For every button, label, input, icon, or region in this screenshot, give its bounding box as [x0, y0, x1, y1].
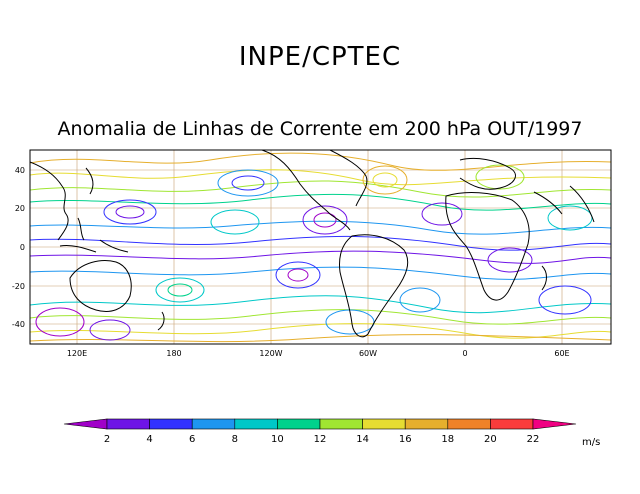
- map-subtitle: Anomalia de Linhas de Corrente em 200 hP…: [57, 118, 583, 140]
- lon-label: 180: [166, 349, 181, 358]
- colorbar-swatch: [277, 418, 321, 430]
- colorbar-swatch: [149, 418, 193, 430]
- page-title: INPE/CPTEC: [238, 42, 402, 72]
- lon-label: 120W: [259, 349, 282, 358]
- colorbar-tick-label: 22: [527, 434, 540, 445]
- lat-label: 20: [15, 204, 25, 213]
- colorbar-swatch: [447, 418, 491, 430]
- colorbar-tick-label: 8: [232, 434, 238, 445]
- colorbar-tick-label: 14: [356, 434, 369, 445]
- colorbar-swatch: [191, 418, 236, 430]
- colorbar-swatch: [362, 418, 406, 430]
- colorbar-unit: m/s: [582, 437, 600, 448]
- colorbar-tick-label: 6: [189, 434, 195, 445]
- colorbar-tick-label: 18: [441, 434, 454, 445]
- graticule: [30, 150, 611, 344]
- colorbar-tick-label: 20: [484, 434, 497, 445]
- lat-label: -40: [12, 320, 25, 329]
- colorbar-tick-label: 2: [104, 434, 110, 445]
- colorbar-tick-label: 10: [271, 434, 284, 445]
- colorbar-max-arrow: [532, 418, 577, 430]
- colorbar-swatch: [319, 418, 363, 430]
- colorbar-tick-label: 16: [399, 434, 412, 445]
- streamlines: [30, 152, 611, 343]
- map-border: [29, 149, 612, 345]
- colorbar: 2 4 6 8 10 12 14 16 18 20 22 m/s: [63, 418, 600, 448]
- lon-label: 60W: [359, 349, 377, 358]
- lat-label: 0: [20, 243, 25, 252]
- colorbar-min-arrow: [63, 418, 108, 430]
- lat-label: -20: [12, 282, 25, 291]
- colorbar-swatch: [234, 418, 278, 430]
- lon-label: 120E: [67, 349, 87, 358]
- colorbar-swatch: [404, 418, 449, 430]
- lon-label: 60E: [554, 349, 569, 358]
- coastlines: [30, 150, 595, 338]
- colorbar-swatch: [490, 418, 534, 430]
- lon-label: 0: [462, 349, 467, 358]
- colorbar-tick-label: 12: [314, 434, 327, 445]
- lat-label: 40: [15, 166, 25, 175]
- colorbar-swatch: [106, 418, 150, 430]
- colorbar-tick-label: 4: [146, 434, 152, 445]
